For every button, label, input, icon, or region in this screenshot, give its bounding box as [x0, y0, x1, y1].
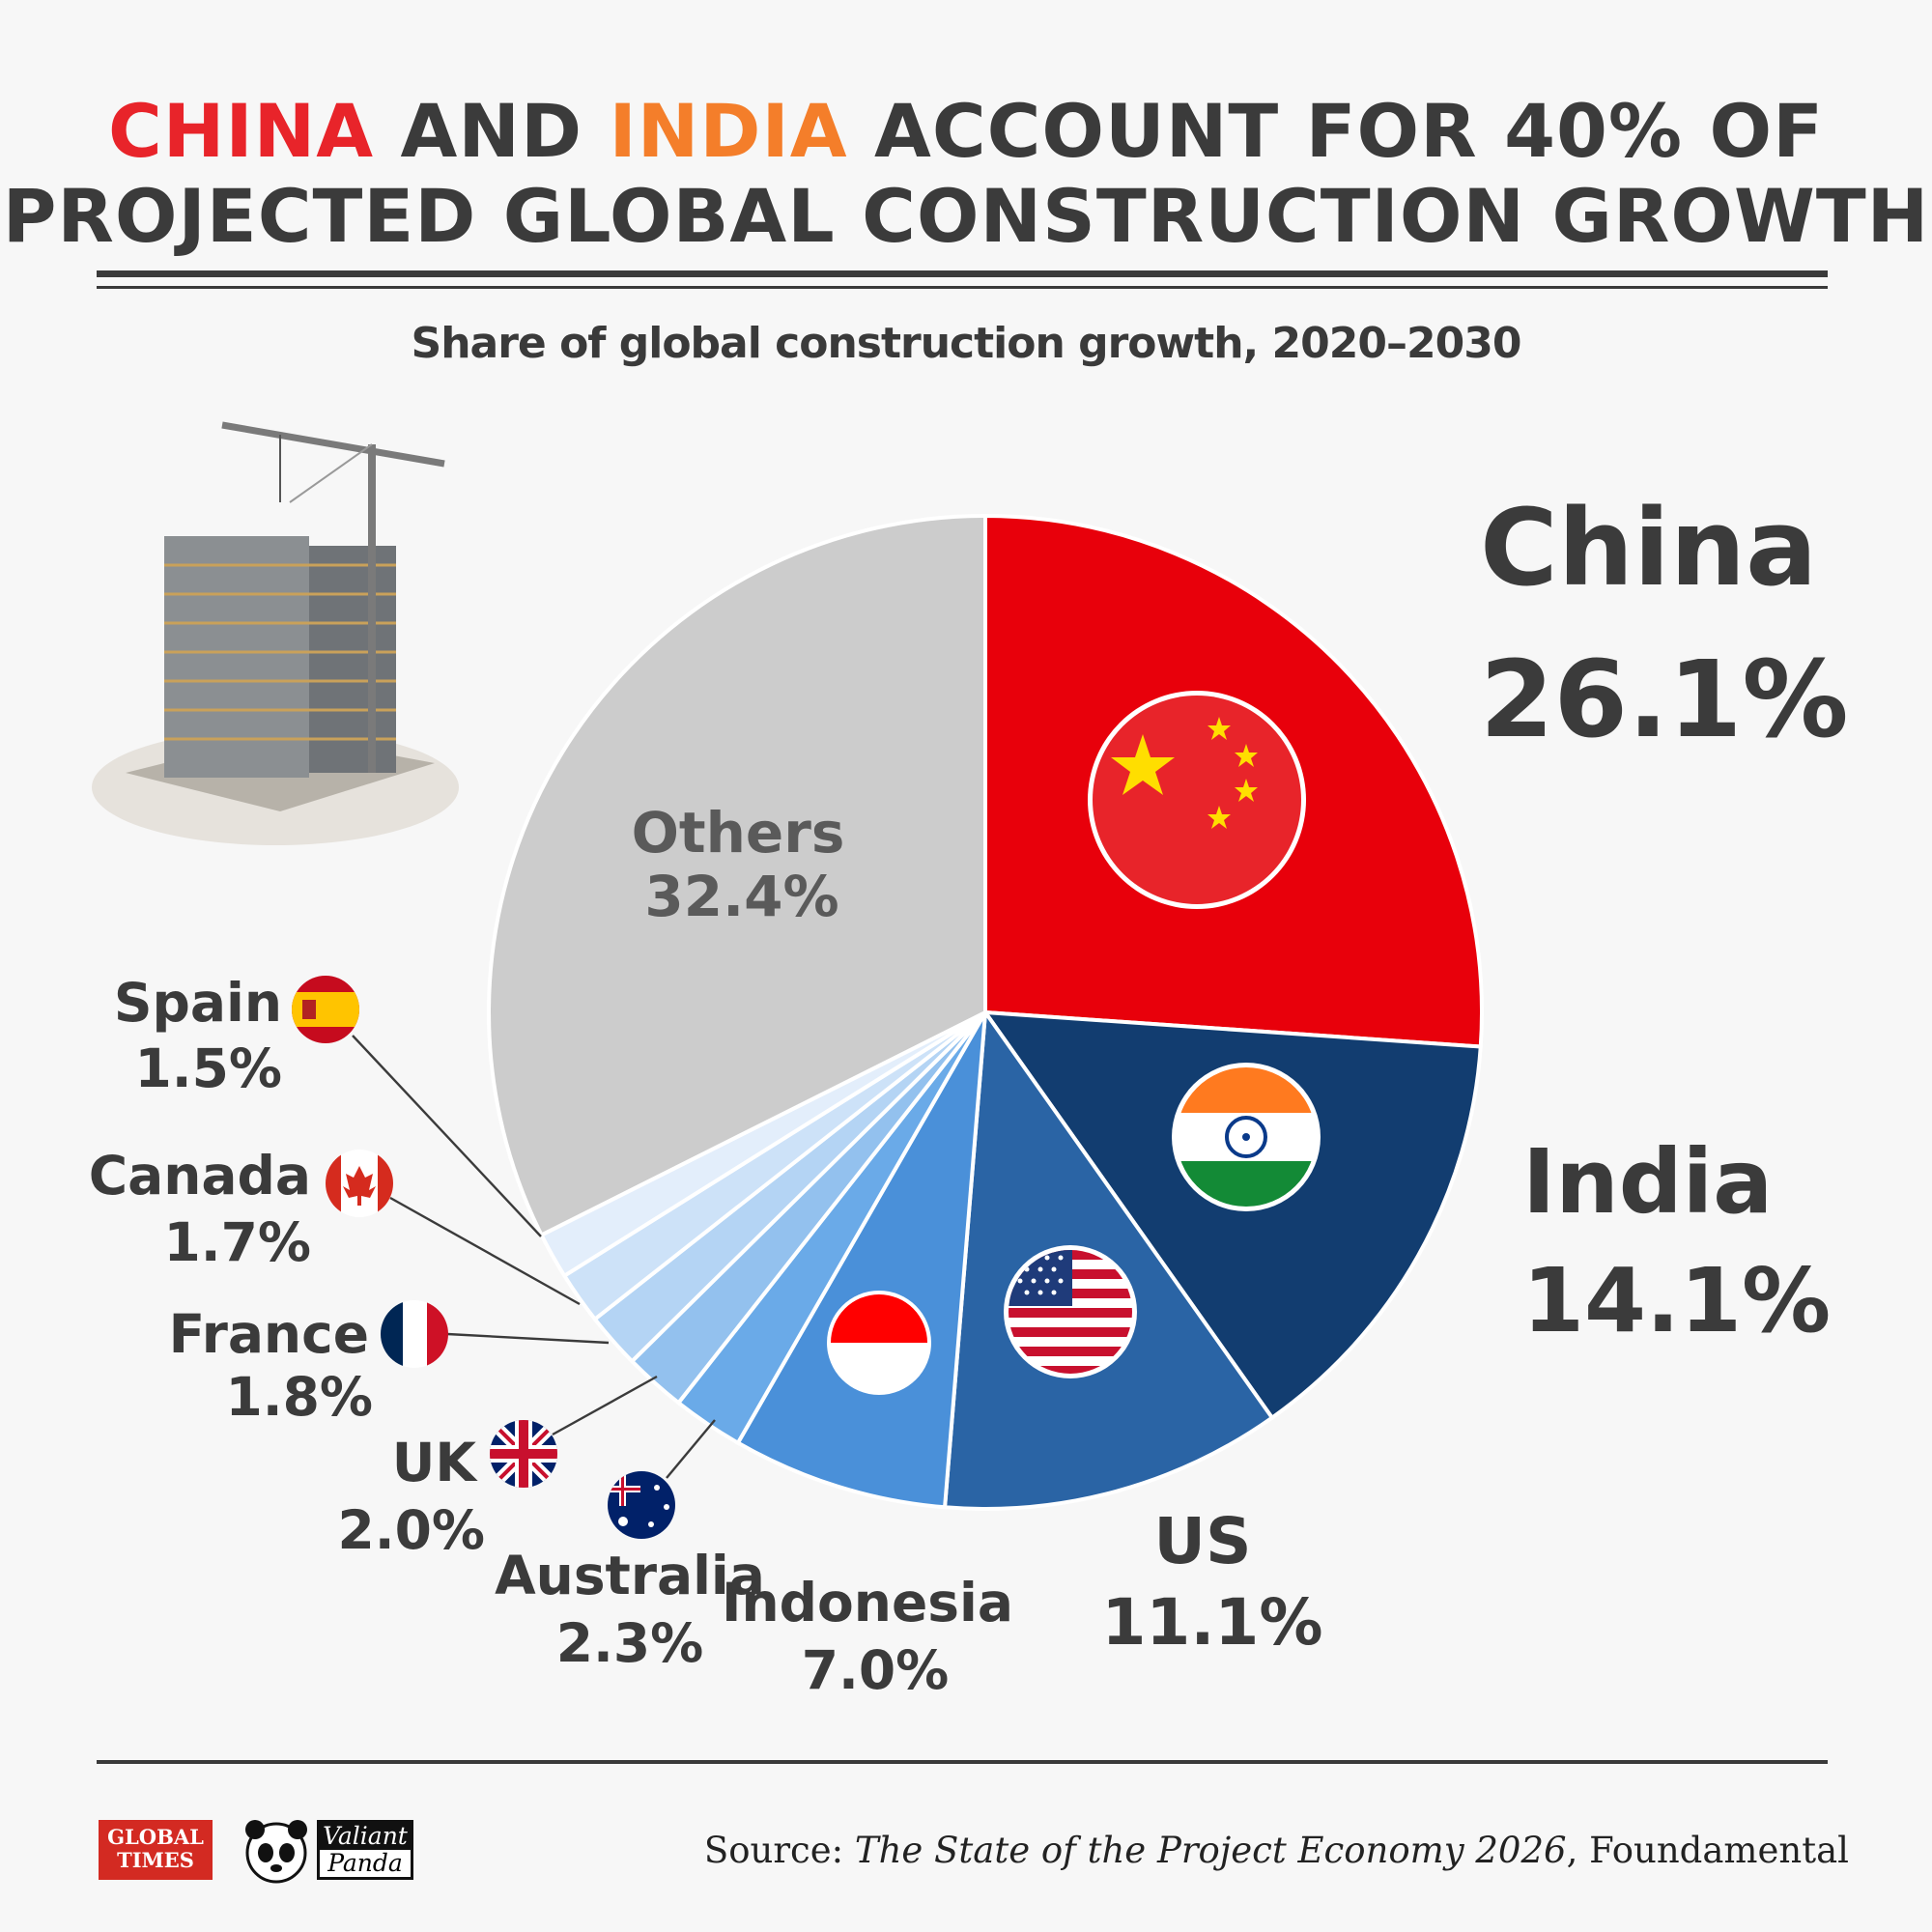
china-flag-icon: [1088, 691, 1306, 909]
global-times-logo-line2: TIMES: [117, 1848, 194, 1872]
valiant-panda-logo: Valiant Panda: [317, 1820, 413, 1880]
pie-slice-others: [487, 513, 987, 1238]
leader-line-canada: [389, 1196, 581, 1306]
title-line1-rest: ACCOUNT FOR 40% OF: [874, 88, 1825, 174]
chart-title: CHINA AND INDIA ACCOUNT FOR 40% OF PROJE…: [0, 89, 1932, 259]
source-suffix: , Foundamental: [1566, 1830, 1849, 1871]
value-others: 32.4%: [644, 864, 838, 929]
label-us: US: [1153, 1504, 1251, 1578]
valiant-panda-logo-line2: Panda: [327, 1849, 403, 1877]
france-flag-icon: [381, 1300, 448, 1368]
construction-building-illustration: [92, 421, 459, 845]
title-line2: PROJECTED GLOBAL CONSTRUCTION GROWTH: [2, 173, 1930, 259]
label-indonesia: Indonesia: [722, 1572, 1013, 1634]
label-china: China: [1480, 486, 1817, 610]
title-highlight-india: INDIA: [609, 88, 848, 174]
label-australia: Australia: [495, 1545, 765, 1606]
label-uk: UK: [392, 1432, 479, 1493]
label-france: France: [169, 1303, 369, 1365]
title-word-and: AND: [400, 88, 583, 174]
title-highlight-china: CHINA: [107, 88, 375, 174]
uk-flag-icon: [490, 1420, 557, 1488]
value-spain: 1.5%: [134, 1037, 282, 1099]
global-times-logo: GLOBAL TIMES: [99, 1820, 213, 1880]
leader-line-france: [446, 1332, 610, 1345]
global-times-logo-line1: GLOBAL: [107, 1825, 204, 1849]
title-divider-thin: [97, 286, 1828, 289]
leader-line-australia: [666, 1419, 716, 1479]
value-indonesia: 7.0%: [802, 1639, 950, 1701]
pie-slice-india: [980, 1009, 1483, 1421]
title-divider-thick: [97, 270, 1828, 277]
value-australia: 2.3%: [556, 1612, 704, 1674]
australia-flag-icon: [608, 1471, 675, 1539]
value-us: 11.1%: [1102, 1585, 1323, 1660]
pie-slice-indonesia: [735, 1011, 987, 1510]
value-france: 1.8%: [225, 1366, 373, 1428]
valiant-panda-logo-line1: Valiant: [320, 1823, 411, 1850]
value-uk: 2.0%: [337, 1499, 485, 1561]
canada-flag-icon: [326, 1150, 393, 1217]
value-india: 14.1%: [1522, 1249, 1831, 1352]
value-canada: 1.7%: [163, 1211, 311, 1273]
indonesia-flag-icon: [827, 1291, 931, 1395]
source-publication: The State of the Project Economy 2026: [854, 1830, 1567, 1871]
label-india: India: [1522, 1130, 1773, 1234]
footer-divider: [97, 1760, 1828, 1764]
value-china: 26.1%: [1480, 638, 1849, 761]
leader-line-spain: [352, 1035, 542, 1237]
source-prefix: Source:: [703, 1830, 855, 1871]
leader-line-uk: [552, 1375, 658, 1436]
chart-subtitle: Share of global construction growth, 202…: [411, 319, 1522, 368]
label-canada: Canada: [89, 1145, 311, 1207]
panda-icon: [245, 1820, 307, 1884]
label-others: Others: [632, 800, 845, 866]
source-note: Source: The State of the Project Economy…: [704, 1830, 1849, 1871]
label-spain: Spain: [114, 972, 282, 1034]
spain-flag-icon: [292, 976, 359, 1043]
